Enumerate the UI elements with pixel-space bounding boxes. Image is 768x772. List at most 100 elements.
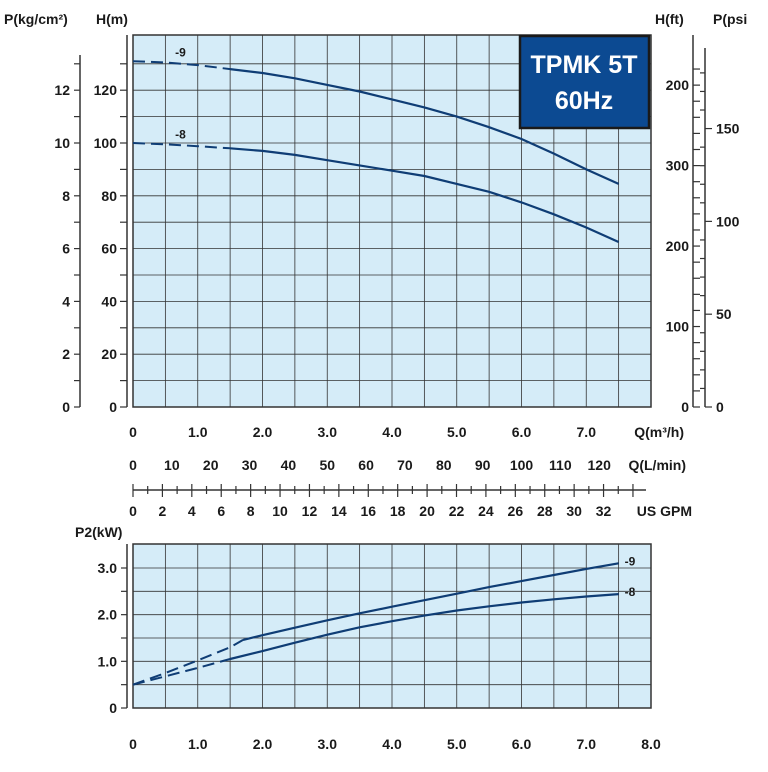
gpm-tick-label: 0: [129, 503, 137, 519]
series-label: -8: [175, 127, 186, 141]
psi-tick-label: 50: [716, 306, 732, 322]
power-grid: [133, 544, 651, 708]
psi-tick-label: 150: [716, 121, 740, 137]
curve-solid-segment: [230, 147, 620, 244]
gpm-tick-label: 24: [478, 503, 494, 519]
gpm-tick-label: 10: [272, 503, 288, 519]
curve-dashed-segment: [132, 60, 231, 71]
power-x-tick-label: 7.0: [577, 736, 597, 752]
power-x-tick-label: 6.0: [512, 736, 532, 752]
head-ft-tick-label: 200: [666, 238, 690, 254]
gpm-tick-label: 4: [188, 503, 196, 519]
power-x-tick-label: 8.0: [641, 736, 661, 752]
power-y-tick-label: 2.0: [98, 607, 118, 623]
pressure-tick-label: 10: [54, 135, 70, 151]
gpm-scale: 0 2 4 6 8 10 12 14 16 18 20 22 24 26 28 30 32 US GPM: [129, 484, 692, 519]
power-chart: 0 1.0 2.0 3.0 P2(kW) 0 1.0 2.0 3.0 4.0 5.0 6.0 7.0 8.…: [75, 524, 661, 752]
lpm-tick-label: 10: [164, 457, 180, 473]
lpm-tick-label: 100: [510, 457, 534, 473]
curve-solid-segment: [242, 562, 619, 641]
lpm-tick-label: 60: [358, 457, 374, 473]
series-power-minus8: -8: [132, 585, 636, 686]
head-x-axis-title: Q(m³/h): [634, 424, 684, 440]
power-x-tick-label: 5.0: [447, 736, 467, 752]
power-y-axis-title: P2(kW): [75, 524, 122, 540]
head-y-tick-label: 80: [101, 188, 117, 204]
head-x-tick-label: 6.0: [512, 424, 532, 440]
psi-tick-label: 100: [716, 213, 740, 229]
head-y-tick-label: 0: [109, 399, 117, 415]
head-y-axis-title: H(m): [96, 11, 128, 27]
head-x-tick-label: 2.0: [253, 424, 273, 440]
power-x-tick-label: 4.0: [382, 736, 402, 752]
lpm-tick-label: 70: [397, 457, 413, 473]
series-label: -8: [625, 585, 636, 599]
head-ft-axis: 0 100 200 300 200 H(ft): [655, 11, 700, 415]
pressure-tick-label: 8: [62, 188, 70, 204]
head-x-tick-label: 4.0: [382, 424, 402, 440]
gpm-tick-label: 6: [217, 503, 225, 519]
series-label: -9: [625, 554, 636, 568]
head-x-tick-label: 3.0: [318, 424, 338, 440]
pressure-tick-label: 2: [62, 346, 70, 362]
head-curves: -9 -8: [132, 45, 620, 244]
gpm-tick-label: 12: [302, 503, 318, 519]
head-grid: [133, 35, 651, 407]
gpm-tick-label: 2: [159, 503, 167, 519]
curve-solid-segment: [229, 68, 620, 185]
model-name: TPMK 5T: [531, 51, 638, 79]
pressure-axis-title: P(kg/cm²): [4, 11, 68, 27]
gpm-tick-label: 20: [419, 503, 435, 519]
gpm-tick-label: 32: [596, 503, 612, 519]
pressure-tick-label: 6: [62, 241, 70, 257]
head-y-tick-label: 100: [94, 135, 118, 151]
psi-tick-label: 0: [716, 399, 724, 415]
power-x-tick-label: 2.0: [253, 736, 273, 752]
series-head-minus8: -8: [132, 127, 620, 244]
power-x-tick-label: 1.0: [188, 736, 208, 752]
power-y-tick-label: 3.0: [98, 560, 118, 576]
power-y-axis: 0 1.0 2.0 3.0 P2(kW): [75, 524, 128, 716]
pressure-tick-label: 0: [62, 399, 70, 415]
pressure-tick-label: 4: [62, 293, 70, 309]
lpm-tick-label: 40: [281, 457, 297, 473]
power-y-tick-label: 1.0: [98, 653, 118, 669]
gpm-tick-label: 26: [508, 503, 524, 519]
psi-axis-title: P(psi: [713, 11, 747, 27]
model-badge-box: [518, 34, 651, 130]
series-head-minus9: -9: [132, 45, 620, 185]
lpm-tick-label: 20: [203, 457, 219, 473]
head-ft-axis-title: H(ft): [655, 11, 684, 27]
power-curves: -9 -8: [132, 554, 636, 686]
gpm-tick-label: 22: [449, 503, 465, 519]
gpm-tick-label: 28: [537, 503, 553, 519]
curve-dashed-segment: [132, 142, 231, 150]
gpm-tick-label: 14: [331, 503, 347, 519]
lpm-tick-label: 120: [588, 457, 612, 473]
curve-dashed-segment: [132, 639, 244, 686]
head-ft-tick-label: 100: [666, 319, 690, 335]
power-y-tick-label: 0: [109, 700, 117, 716]
head-x-axis: 0 1.0 2.0 3.0 4.0 5.0 6.0 7.0 Q(m³/h): [129, 424, 684, 440]
head-y-tick-label: 20: [101, 346, 117, 362]
power-x-axis: 0 1.0 2.0 3.0 4.0 5.0 6.0 7.0 8.0: [129, 736, 661, 752]
series-label: -9: [175, 45, 186, 59]
lpm-tick-label: 110: [549, 457, 572, 473]
gpm-tick-label: 16: [360, 503, 376, 519]
head-y-tick-label: 120: [94, 82, 118, 98]
series-power-minus9: -9: [132, 554, 636, 686]
gpm-tick-label: 18: [390, 503, 406, 519]
pressure-axis: 0 2 4 6 8 10 12 P(kg/cm²): [4, 11, 81, 415]
curve-solid-segment: [229, 593, 619, 661]
head-x-tick-label: 7.0: [577, 424, 597, 440]
gpm-axis-title: US GPM: [637, 503, 692, 519]
lpm-tick-label: 90: [475, 457, 491, 473]
head-ft-tick-label: 0: [681, 399, 689, 415]
frequency-label: 60Hz: [555, 87, 613, 115]
lpm-tick-label: 50: [319, 457, 335, 473]
lpm-tick-label: 80: [436, 457, 452, 473]
psi-axis: 0 50 100 150 P(psi: [700, 11, 747, 415]
head-y-tick-label: 40: [101, 293, 117, 309]
power-x-tick-label: 3.0: [318, 736, 338, 752]
